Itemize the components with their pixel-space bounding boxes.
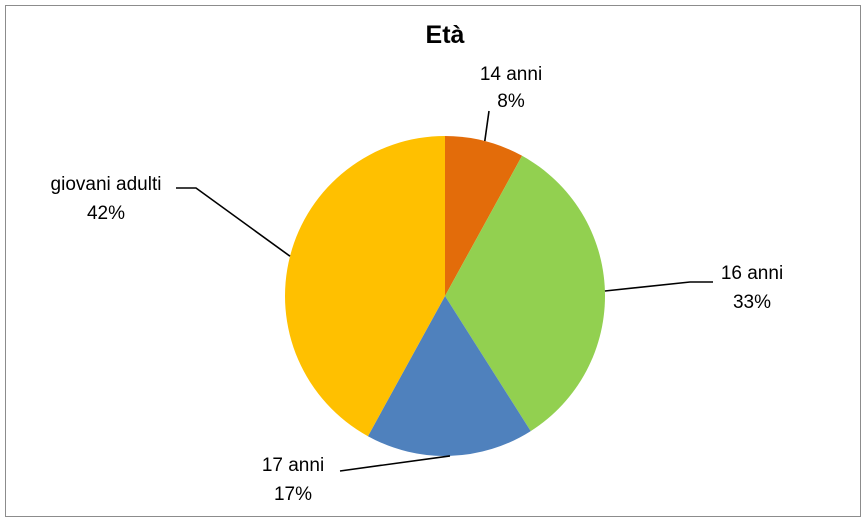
chart-title: Età	[426, 21, 465, 49]
slice-label-14-anni-category: 14 anni	[480, 64, 542, 85]
slice-label-16-anni-value: 33%	[733, 292, 771, 313]
pie-slice-17-anni	[367, 296, 531, 456]
slice-label-16-anni-category: 16 anni	[721, 263, 783, 284]
leader-line-17-anni	[339, 455, 451, 472]
slice-label-giovani-adulti-value: 42%	[87, 203, 125, 224]
pie-slice-14-anni	[445, 135, 523, 296]
slice-label-14-anni-value: 8%	[497, 91, 525, 112]
slice-label-17-anni-value: 17%	[274, 484, 312, 505]
slice-label-giovani-adulti-category: giovani adulti	[51, 174, 162, 195]
leader-line-14-anni	[484, 110, 490, 142]
leader-line-16-anni	[604, 281, 713, 292]
pie-slice-giovani-adulti	[284, 136, 445, 437]
pie-slice-16-anni	[445, 155, 605, 432]
leader-line-giovani-adulti	[176, 187, 291, 257]
leader-lines	[176, 110, 713, 472]
pie-slices	[284, 135, 605, 456]
slice-label-17-anni-category: 17 anni	[262, 455, 324, 476]
